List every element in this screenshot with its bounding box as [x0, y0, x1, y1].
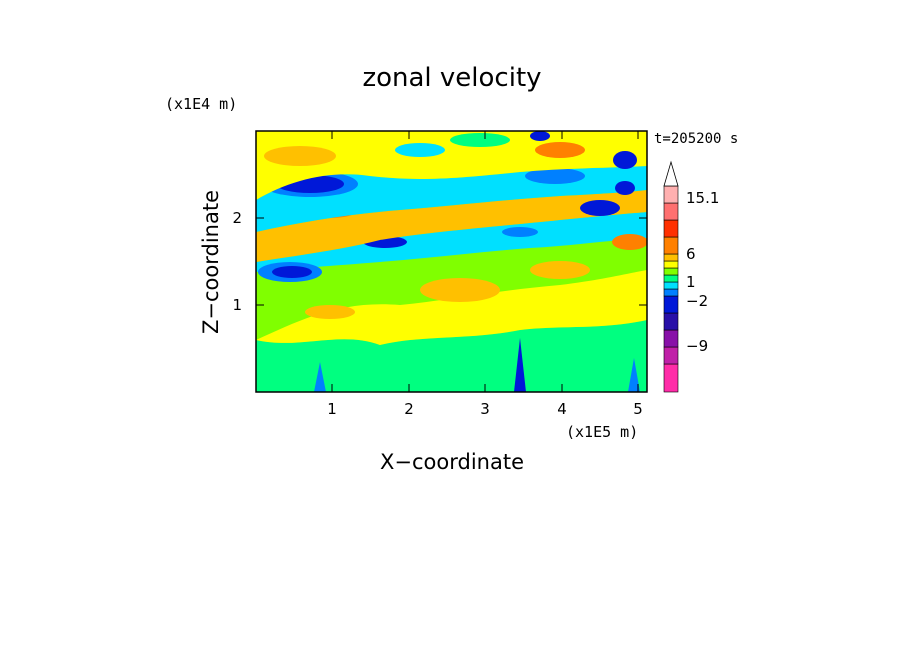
x-tick-label-2: 2 [404, 400, 414, 418]
time-label: t=205200 s [654, 131, 738, 147]
colorbar-swatch [663, 346, 679, 365]
colorbar-extend-arrow [663, 160, 679, 187]
y-ticks [256, 217, 647, 306]
colorbar-swatch [663, 288, 679, 297]
x-scale-label: (x1E5 m) [566, 423, 638, 441]
x-tick-label-1: 1 [327, 400, 337, 418]
colorbar-swatch [663, 260, 679, 269]
colorbar-swatch [663, 363, 679, 393]
y-axis-label: Z−coordinate [199, 190, 223, 334]
colorbar-swatch [663, 202, 679, 221]
colorbar-swatch [663, 274, 679, 283]
colorbar-label-1: 1 [686, 273, 696, 291]
colorbar-label-neg9: −9 [686, 337, 708, 355]
plot-frame [255, 130, 648, 393]
colorbar-swatch [663, 312, 679, 331]
colorbar-label-neg2: −2 [686, 292, 708, 310]
chart-title: zonal velocity [362, 63, 541, 93]
x-ticks [331, 131, 639, 392]
colorbar-label-6: 6 [686, 245, 696, 263]
colorbar-swatch [663, 219, 679, 238]
colorbar-swatch [663, 185, 679, 204]
colorbar-swatch [663, 295, 679, 314]
y-scale-label: (x1E4 m) [165, 95, 237, 113]
x-tick-label-4: 4 [557, 400, 567, 418]
y-tick-label-1: 1 [232, 296, 242, 314]
x-axis-label: X−coordinate [380, 450, 524, 474]
contour-field [256, 131, 647, 392]
x-tick-label-3: 3 [480, 400, 490, 418]
y-tick-label-2: 2 [232, 209, 242, 227]
colorbar-swatch [663, 329, 679, 348]
x-tick-label-5: 5 [633, 400, 643, 418]
colorbar-swatch [663, 281, 679, 290]
colorbar [663, 160, 679, 393]
colorbar-swatch [663, 267, 679, 276]
colorbar-swatch [663, 236, 679, 255]
colorbar-label-15-1: 15.1 [686, 189, 719, 207]
colorbar-swatch [663, 253, 679, 262]
